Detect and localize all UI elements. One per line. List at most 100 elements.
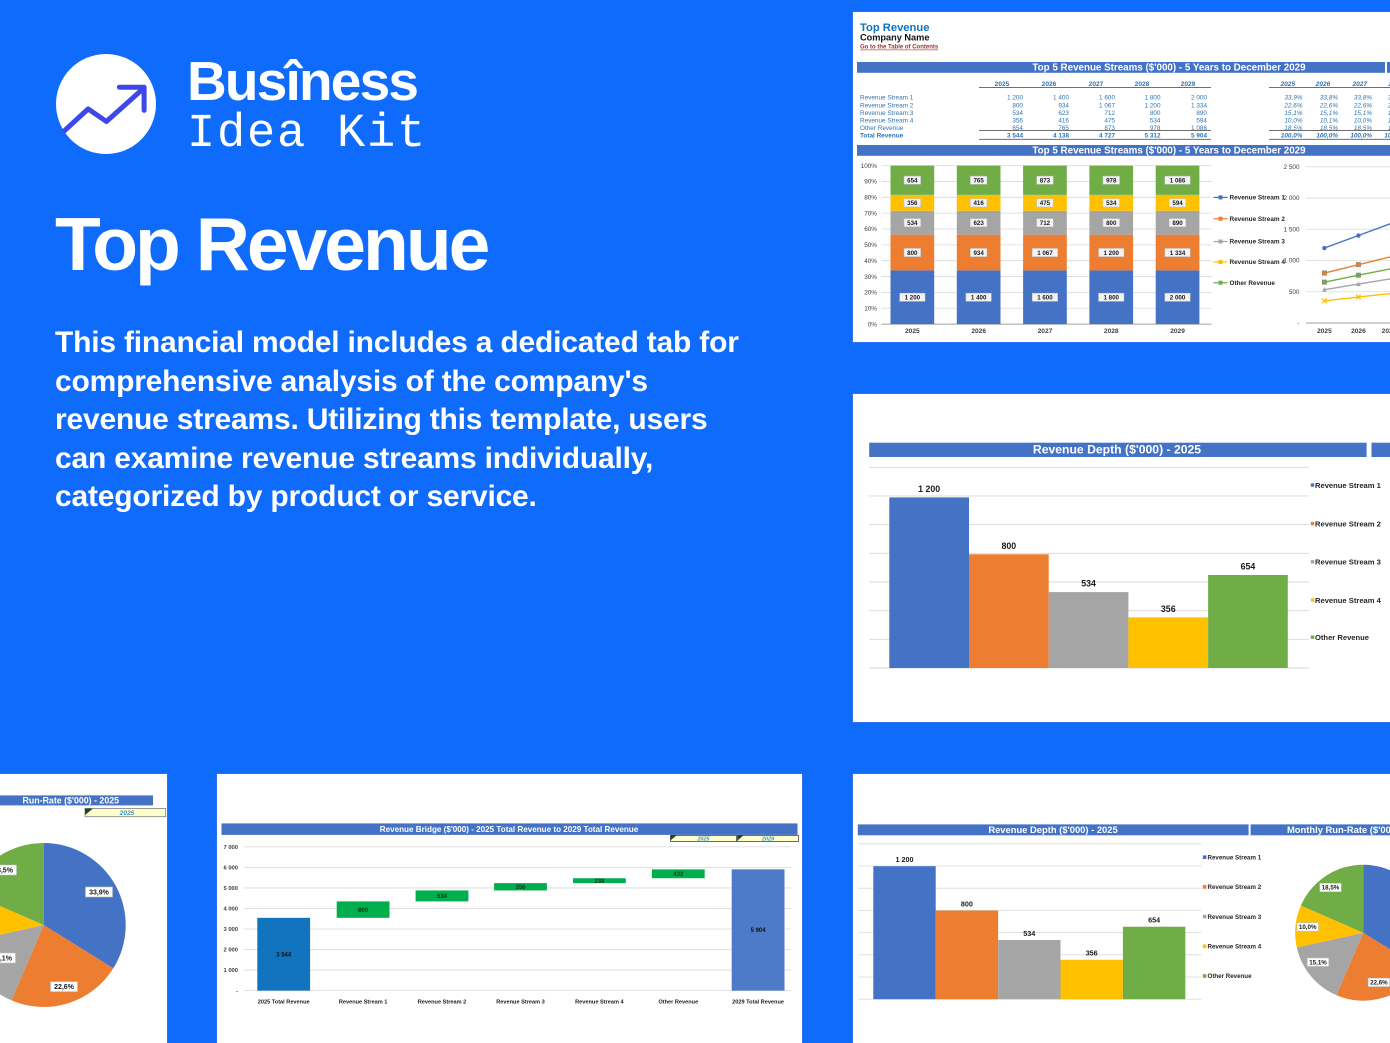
svg-text:33,8%: 33,8%	[1320, 95, 1338, 102]
svg-text:15,1%: 15,1%	[1354, 110, 1372, 117]
svg-text:50%: 50%	[864, 242, 877, 249]
svg-text:2025: 2025	[119, 810, 135, 817]
svg-text:623: 623	[1058, 110, 1069, 117]
svg-text:1 400: 1 400	[971, 294, 987, 301]
svg-text:2025: 2025	[1317, 328, 1332, 335]
svg-text:1 334: 1 334	[1191, 102, 1207, 109]
svg-text:Revenue Stream 1: Revenue Stream 1	[860, 95, 914, 102]
svg-text:534: 534	[1106, 200, 1117, 207]
svg-text:800: 800	[961, 900, 973, 909]
svg-text:Revenue Stream 4: Revenue Stream 4	[1315, 596, 1382, 605]
svg-text:0%: 0%	[868, 321, 878, 328]
svg-text:534: 534	[1150, 118, 1161, 125]
svg-text:890: 890	[1172, 220, 1183, 227]
svg-text:356: 356	[1086, 949, 1098, 958]
svg-text:10,1%: 10,1%	[1388, 118, 1390, 125]
svg-text:15,1%: 15,1%	[1309, 959, 1327, 966]
svg-text:60%: 60%	[864, 226, 877, 233]
svg-text:Revenue Stream 2: Revenue Stream 2	[1230, 216, 1286, 223]
svg-text:1 000: 1 000	[1284, 258, 1300, 265]
svg-text:Revenue Stream 4: Revenue Stream 4	[1230, 259, 1286, 266]
svg-text:534: 534	[1012, 110, 1023, 117]
svg-text:Revenue Stream 1: Revenue Stream 1	[1230, 195, 1286, 202]
svg-text:594: 594	[1172, 200, 1183, 207]
svg-text:4 727: 4 727	[1099, 133, 1115, 140]
svg-text:2025 Total Revenue: 2025 Total Revenue	[258, 1000, 310, 1006]
svg-text:594: 594	[1196, 118, 1207, 125]
svg-text:Revenue Stream 3: Revenue Stream 3	[860, 110, 914, 117]
svg-text:2027: 2027	[1038, 328, 1053, 335]
svg-text:1 600: 1 600	[1037, 294, 1053, 301]
svg-text:765: 765	[1058, 125, 1069, 132]
svg-text:1 334: 1 334	[1170, 250, 1186, 257]
svg-text:Revenue Stream 4: Revenue Stream 4	[860, 118, 914, 125]
svg-text:416: 416	[973, 200, 984, 207]
svg-text:5 312: 5 312	[1145, 133, 1161, 140]
svg-text:5 904: 5 904	[1191, 133, 1207, 140]
svg-text:1 200: 1 200	[1104, 250, 1120, 257]
svg-text:Other Revenue: Other Revenue	[1230, 280, 1276, 287]
svg-text:30%: 30%	[864, 274, 877, 281]
svg-text:1 800: 1 800	[1104, 294, 1120, 301]
svg-text:33,9%: 33,9%	[89, 890, 110, 897]
svg-text:22,6%: 22,6%	[1387, 102, 1390, 109]
svg-text:654: 654	[1012, 125, 1023, 132]
svg-text:978: 978	[1106, 177, 1117, 184]
svg-text:10,0%: 10,0%	[1284, 118, 1302, 125]
svg-text:22,6%: 22,6%	[1283, 102, 1302, 109]
svg-text:4 138: 4 138	[1053, 133, 1069, 140]
svg-text:15,1%: 15,1%	[0, 956, 13, 963]
svg-text:2029: 2029	[761, 837, 774, 843]
svg-text:Revenue Stream 2: Revenue Stream 2	[860, 102, 914, 109]
svg-text:534: 534	[907, 220, 918, 227]
svg-text:90%: 90%	[864, 179, 877, 186]
svg-text:534: 534	[1023, 929, 1035, 938]
svg-text:22,6%: 22,6%	[1353, 102, 1372, 109]
svg-text:500: 500	[1289, 289, 1300, 296]
svg-text:2 500: 2 500	[1284, 164, 1300, 171]
svg-text:Total Revenue: Total Revenue	[860, 133, 904, 140]
svg-text:1 600: 1 600	[1099, 95, 1115, 102]
svg-text:7 000: 7 000	[223, 845, 238, 851]
svg-text:534: 534	[1081, 579, 1096, 589]
svg-text:3 544: 3 544	[1007, 133, 1023, 140]
svg-text:33,9%: 33,9%	[1388, 95, 1390, 102]
svg-text:2025: 2025	[1279, 81, 1295, 88]
svg-text:2026: 2026	[971, 328, 986, 335]
svg-text:2 000: 2 000	[223, 948, 238, 954]
svg-text:5 904: 5 904	[751, 928, 767, 934]
svg-text:1 200: 1 200	[1145, 102, 1161, 109]
svg-text:2029: 2029	[1170, 328, 1185, 335]
svg-text:15,1%: 15,1%	[1284, 110, 1302, 117]
svg-text:1 200: 1 200	[1007, 95, 1023, 102]
svg-text:100,0%: 100,0%	[1384, 133, 1390, 140]
svg-text:10,1%: 10,1%	[1320, 118, 1338, 125]
svg-text:1 067: 1 067	[1037, 250, 1053, 257]
svg-text:18,5%: 18,5%	[1284, 125, 1302, 132]
svg-text:Top Revenue: Top Revenue	[860, 22, 929, 34]
svg-text:18,4%: 18,4%	[1388, 125, 1390, 132]
svg-text:18,5%: 18,5%	[1320, 125, 1338, 132]
svg-text:1 200: 1 200	[896, 855, 914, 864]
svg-text:2029 Total Revenue: 2029 Total Revenue	[732, 1000, 784, 1006]
svg-text:15,1%: 15,1%	[1388, 110, 1390, 117]
svg-text:Revenue Depth ($'000) - 2025: Revenue Depth ($'000) - 2025	[1033, 443, 1201, 457]
svg-text:Revenue Depth ($'000) - 2025: Revenue Depth ($'000) - 2025	[988, 824, 1117, 835]
svg-text:15,1%: 15,1%	[1320, 110, 1338, 117]
svg-text:Revenue Stream 3: Revenue Stream 3	[1208, 914, 1262, 921]
svg-text:3 000: 3 000	[223, 927, 238, 933]
svg-text:Other Revenue: Other Revenue	[860, 125, 904, 132]
svg-text:Top 5 Revenue Streams ($'000): Top 5 Revenue Streams ($'000) - 5 Years …	[1032, 63, 1306, 74]
svg-text:800: 800	[1106, 220, 1117, 227]
svg-text:33,9%: 33,9%	[1284, 95, 1302, 102]
svg-text:2029: 2029	[1181, 81, 1196, 88]
svg-text:800: 800	[907, 250, 918, 257]
svg-text:22,6%: 22,6%	[54, 984, 75, 991]
svg-text:Other Revenue: Other Revenue	[658, 1000, 698, 1006]
svg-text:4 000: 4 000	[223, 907, 238, 913]
svg-text:800: 800	[1012, 102, 1023, 109]
svg-text:10,0%: 10,0%	[1354, 118, 1372, 125]
svg-text:22,6%: 22,6%	[1319, 102, 1338, 109]
svg-text:934: 934	[973, 250, 984, 257]
svg-text:10,0%: 10,0%	[1299, 924, 1317, 931]
